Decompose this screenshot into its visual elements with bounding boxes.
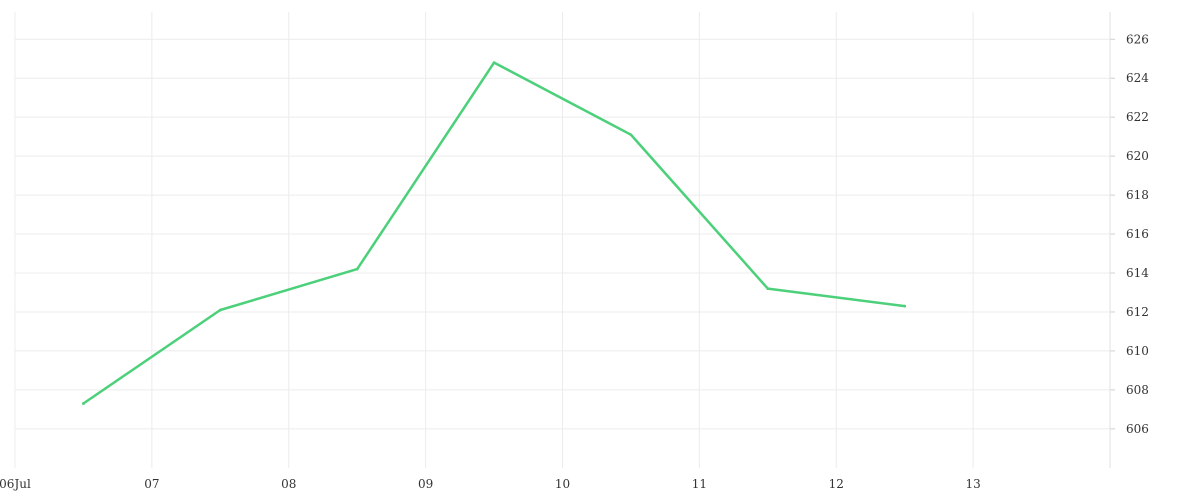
x-tick-label: 11 (692, 477, 707, 491)
x-tick-label: 06Jul (0, 477, 31, 491)
y-tick-label: 614 (1126, 266, 1149, 280)
y-tick-label: 606 (1126, 422, 1149, 436)
data-point (629, 133, 633, 137)
y-tick-label: 620 (1126, 149, 1149, 163)
grid (14, 12, 1110, 468)
y-tick-label: 612 (1126, 305, 1149, 319)
series (82, 61, 907, 405)
x-tick-label: 08 (281, 477, 296, 491)
y-tick-label: 626 (1126, 32, 1149, 46)
y-tick-label: 618 (1126, 188, 1149, 202)
axes: 606 608 610 612 614 616 618 620 622 624 626 06Jul 07… (0, 12, 1149, 491)
data-point (766, 287, 770, 290)
data-point (492, 61, 496, 65)
data-point (903, 304, 907, 308)
x-tick-label: 13 (965, 477, 980, 491)
y-tick-label: 622 (1126, 110, 1149, 124)
x-tick-label: 07 (144, 477, 159, 491)
data-point (355, 267, 359, 271)
y-tick-label: 624 (1126, 71, 1149, 85)
y-tick-label: 616 (1126, 227, 1149, 241)
series-line (82, 61, 906, 405)
data-point (82, 402, 85, 405)
x-tick-label: 12 (829, 477, 844, 491)
x-tick-label: 09 (418, 477, 433, 491)
y-tick-label: 608 (1126, 383, 1149, 397)
x-tick-label: 10 (555, 477, 570, 491)
data-point (218, 308, 222, 312)
y-tick-label: 610 (1126, 344, 1149, 358)
